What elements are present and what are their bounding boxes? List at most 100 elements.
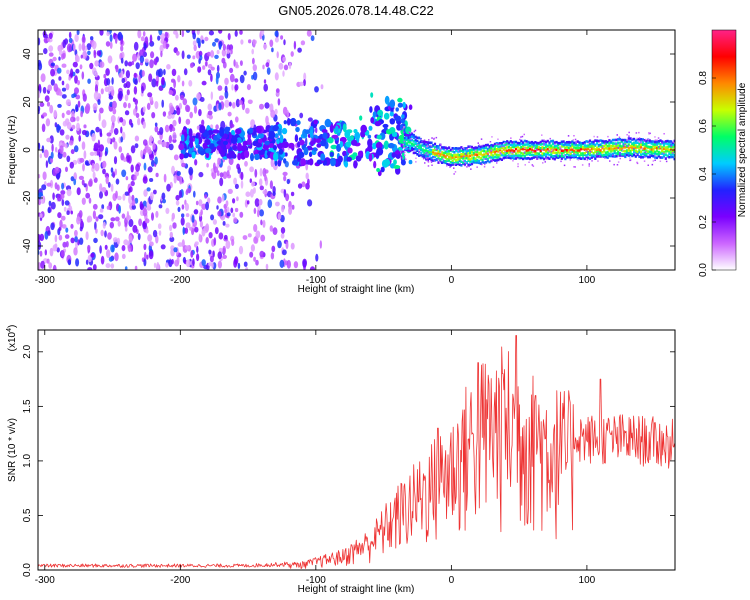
snr-frame — [37, 329, 676, 571]
spectrogram-cell — [486, 153, 489, 157]
spectrogram-cell — [608, 154, 611, 158]
spectrogram-cell — [283, 39, 286, 46]
spectrogram-cell — [437, 152, 440, 155]
spectrogram-cell — [140, 36, 145, 42]
spectrogram-cell — [412, 133, 415, 137]
spectrogram-cell — [355, 155, 362, 162]
spectrogram-cell — [54, 234, 58, 243]
spectrogram-cell — [58, 76, 62, 81]
spectrogram-cell — [39, 153, 42, 159]
spectrogram-cell — [71, 93, 75, 99]
spectrogram-cell — [414, 142, 417, 146]
spectrogram-cell — [596, 152, 599, 154]
spectrogram-cell — [217, 210, 222, 217]
spectrogram-cell — [566, 141, 569, 144]
spectrogram-cell — [181, 30, 185, 38]
spectrogram-cell — [596, 150, 599, 154]
spectrogram-cell — [142, 31, 146, 37]
spectrogram-cell — [199, 220, 203, 228]
snr-background — [38, 330, 675, 570]
spectrogram-cell — [675, 149, 677, 152]
spectrogram-cell — [530, 148, 533, 152]
spectrogram-cell — [580, 152, 583, 155]
spectrogram-cell — [282, 70, 285, 77]
spectrogram-cell — [81, 42, 86, 52]
spectrogram-cell — [539, 154, 542, 157]
spectrogram-cell — [194, 159, 198, 166]
spectrogram-cell — [573, 135, 575, 137]
spectrogram-cell — [99, 191, 103, 199]
spectrogram-cell — [65, 241, 69, 248]
spectrogram-cell — [543, 157, 546, 161]
spectrogram-cell — [432, 159, 435, 162]
spectrogram-cell — [78, 135, 81, 142]
spectrogram-cell — [196, 125, 200, 130]
spectrogram-cell — [424, 153, 426, 155]
spectrogram-cell — [408, 131, 411, 133]
spectrogram-cell — [587, 144, 590, 147]
spectrogram-cell — [557, 141, 560, 145]
spectrogram-cell — [81, 197, 86, 205]
spectrogram-cell — [132, 53, 138, 62]
spectrogram-cell — [522, 153, 525, 157]
spectrogram-cell — [596, 148, 599, 151]
spectrogram-cell — [493, 152, 496, 156]
spectrogram-cell — [42, 86, 47, 94]
spectrogram-cell — [175, 50, 180, 56]
spectrogram-cell — [555, 156, 558, 159]
spectrogram-cell — [110, 263, 115, 269]
spectrogram-cell — [661, 152, 664, 155]
spectrogram-cell — [259, 185, 264, 191]
spectrogram-cell — [654, 139, 657, 141]
spectrogram-cell — [588, 142, 592, 146]
spectrogram-cell — [433, 148, 437, 152]
spectrogram-cell — [141, 86, 144, 94]
spectrogram-cell — [210, 91, 213, 100]
snr-scale-exponent: 4 — [6, 328, 13, 332]
spectrogram-cell — [442, 151, 445, 155]
spectrogram-cell — [566, 151, 569, 154]
spectrogram-cell — [528, 161, 530, 163]
spectrogram-cell — [541, 139, 544, 143]
spectrogram-cell — [610, 147, 613, 151]
spectrogram-cell — [217, 260, 222, 269]
spectrogram-cell — [421, 148, 424, 151]
spectrogram-cell — [583, 148, 586, 151]
spectrogram-cell — [562, 151, 565, 154]
spectrogram-cell — [153, 262, 157, 268]
spectrogram-cell — [213, 237, 217, 246]
spectrogram-cell — [603, 155, 606, 158]
spectrogram-cell — [267, 199, 273, 209]
spectrogram-cell — [446, 159, 449, 163]
spectrogram-cell — [671, 149, 674, 152]
spectrogram-cell — [168, 90, 174, 95]
spectrogram-cell — [492, 144, 495, 147]
spectrogram-cell — [529, 153, 532, 156]
y-tick-label: 1.0 — [22, 454, 33, 468]
spectrogram-cell — [594, 150, 597, 154]
spectrogram-cell — [644, 151, 647, 153]
spectrogram-cell — [40, 260, 45, 269]
spectrogram-cell — [339, 141, 344, 148]
spectrogram-cell — [417, 144, 419, 146]
spectrogram-cell — [486, 159, 489, 163]
spectrogram-cell — [596, 139, 599, 143]
spectrogram-cell — [571, 144, 574, 148]
spectrogram-cell — [513, 143, 516, 146]
spectrogram-cell — [534, 146, 537, 150]
spectrogram-cell — [629, 149, 632, 153]
spectrogram-cell — [578, 143, 581, 147]
spectrogram-cell — [455, 163, 458, 166]
spectrogram-cell — [41, 123, 46, 133]
spectrogram-cell — [617, 144, 620, 147]
spectrogram-cell — [412, 143, 415, 146]
spectrogram-cell — [274, 72, 279, 81]
spectrogram-cell — [638, 150, 641, 154]
spectrogram-cell — [137, 30, 142, 39]
spectrogram-cell — [655, 149, 659, 153]
spectrogram-cell — [199, 125, 206, 134]
spectrogram-cell — [439, 159, 442, 163]
spectrogram-cell — [541, 142, 544, 146]
spectrogram-cell — [490, 143, 493, 147]
spectrogram-cell — [140, 149, 144, 159]
